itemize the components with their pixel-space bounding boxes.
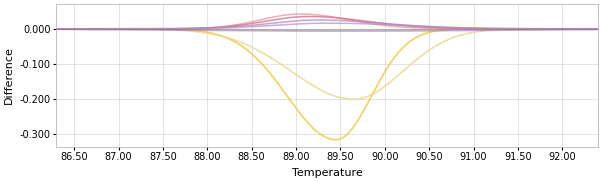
X-axis label: Temperature: Temperature [292, 168, 362, 178]
Y-axis label: Difference: Difference [4, 47, 14, 104]
